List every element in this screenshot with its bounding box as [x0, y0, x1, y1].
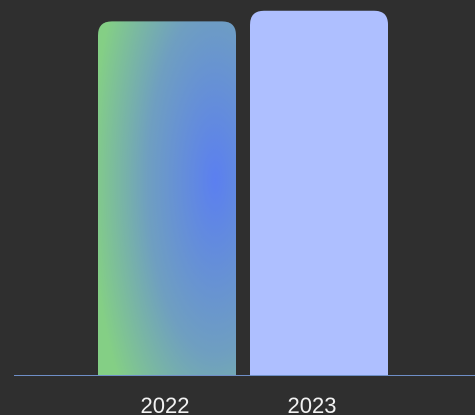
bars-group — [98, 10, 388, 376]
labels-group: 66%202268%2023 — [130, 0, 337, 415]
bar-2023 — [250, 10, 388, 375]
x-tick-label-2022: 2022 — [141, 393, 190, 415]
bar-2022 — [98, 21, 236, 376]
x-tick-label-2023: 2023 — [288, 393, 337, 415]
value-label-2022: 66% — [130, 0, 174, 2]
